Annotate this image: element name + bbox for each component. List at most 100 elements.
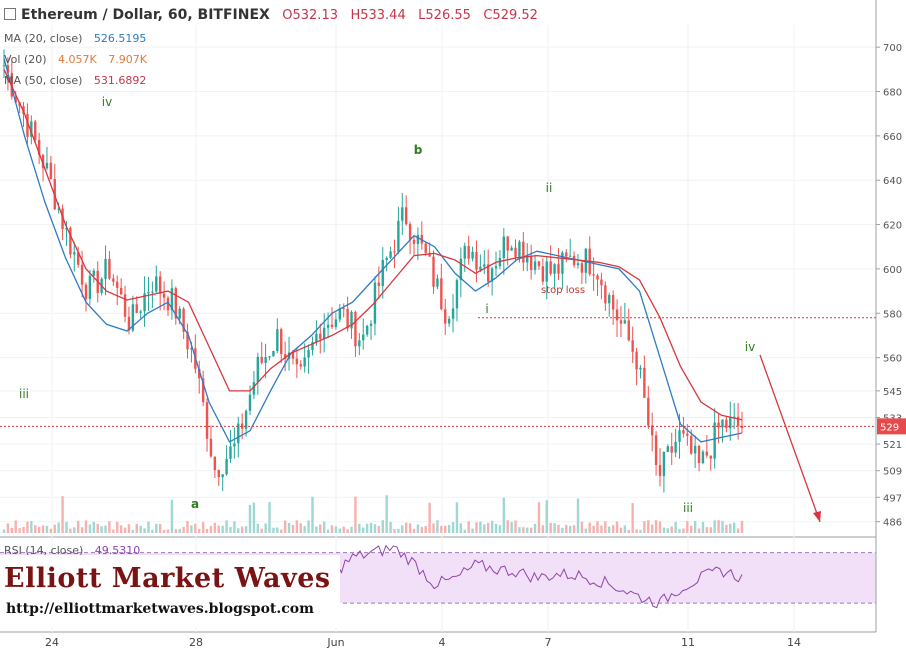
volume-bar — [471, 528, 474, 533]
candle-body — [576, 263, 580, 266]
volume-bar — [10, 527, 14, 533]
volume-bar — [440, 525, 443, 533]
candle-body — [162, 293, 166, 298]
candle-body — [690, 435, 693, 454]
volume-bar — [244, 526, 248, 533]
candle-body — [670, 446, 673, 453]
candle-body — [69, 227, 72, 255]
volume-bar — [565, 524, 568, 533]
candle-body — [143, 293, 146, 312]
candle-body — [666, 446, 670, 452]
candle-body — [108, 258, 111, 279]
candle-body — [264, 357, 267, 363]
candle-body — [248, 394, 252, 411]
volume-bar — [740, 520, 744, 533]
volume-bar — [588, 522, 591, 533]
volume-bar — [73, 527, 76, 533]
volume-bar — [272, 527, 275, 533]
volume-bars — [2, 495, 744, 533]
candle-body — [721, 419, 724, 428]
candle-body — [80, 264, 84, 285]
candle-body — [568, 255, 572, 257]
volume-bar — [576, 498, 580, 533]
volume-bar — [30, 521, 33, 533]
candle-body — [549, 261, 552, 274]
watermark: Elliott Market Waves http://elliottmarke… — [0, 555, 340, 627]
candle-body — [553, 264, 556, 274]
time-tick-label: 11 — [681, 636, 695, 649]
volume-bar — [557, 524, 560, 533]
price-tick-label: 580 — [883, 309, 902, 320]
ma50-value: 531.6892 — [93, 74, 147, 87]
candle-body — [412, 239, 416, 244]
candle-body — [41, 154, 45, 169]
volume-legend[interactable]: Vol (20) 4.057K 7.907K — [4, 53, 147, 66]
volume-bar — [155, 523, 158, 533]
volume-bar — [432, 523, 435, 533]
candle-body — [455, 280, 459, 309]
volume-bar — [96, 523, 99, 533]
candle-body — [354, 311, 357, 347]
volume-bar — [362, 527, 365, 533]
candle-body — [221, 474, 224, 478]
candle-body — [295, 358, 299, 365]
candle-body — [319, 333, 322, 340]
price-tick-label: 640 — [883, 176, 902, 187]
ma20-legend[interactable]: MA (20, close) 526.5195 — [4, 32, 146, 45]
wave-label: iv — [102, 95, 112, 109]
candle-body — [307, 349, 310, 358]
candle-body — [639, 367, 642, 370]
volume-bar — [311, 496, 314, 533]
collapse-icon[interactable] — [4, 8, 16, 20]
candle-body — [444, 309, 447, 324]
volume-bar — [444, 525, 447, 533]
candle-body — [365, 325, 369, 335]
candle-body — [725, 419, 728, 429]
volume-bar — [92, 521, 96, 533]
candle-body — [315, 333, 318, 343]
volume-bar — [533, 523, 537, 533]
candle-body — [604, 285, 607, 304]
volume-bar — [381, 520, 384, 533]
volume-bar — [459, 523, 463, 533]
candle-body — [514, 247, 517, 257]
volume-bar — [627, 529, 630, 533]
volume-bar — [619, 527, 623, 533]
volume-bar — [568, 525, 572, 533]
candle-body — [147, 291, 150, 294]
candle-body — [240, 423, 244, 429]
candle-body — [26, 113, 29, 137]
volume-bar — [709, 527, 712, 533]
candle-body — [447, 318, 451, 324]
volume-bar — [252, 502, 256, 533]
volume-bar — [479, 521, 482, 533]
candle-body — [647, 397, 650, 426]
wave-label: ii — [546, 181, 553, 195]
volume-bar — [268, 502, 271, 533]
time-tick-label: Jun — [326, 636, 344, 649]
ma50-legend[interactable]: MA (50, close) 531.6892 — [4, 74, 146, 87]
volume-bar — [518, 527, 521, 533]
time-tick-label: 24 — [45, 636, 59, 649]
rsi-legend[interactable]: RSI (14, close) 49.5310 — [4, 544, 140, 557]
ma-lines — [3, 58, 743, 443]
candle-body — [127, 316, 131, 331]
volume-bar — [350, 526, 353, 533]
candle-body — [533, 261, 537, 270]
candle-body — [198, 368, 201, 379]
volume-bar — [635, 529, 638, 533]
volume-bar — [229, 526, 232, 533]
volume-bar — [18, 528, 21, 533]
candle-body — [334, 319, 338, 328]
candle-body — [151, 291, 154, 293]
watermark-title: Elliott Market Waves — [4, 563, 331, 594]
volume-bar — [490, 520, 494, 533]
volume-bar — [233, 521, 236, 533]
symbol-title: Ethereum / Dollar, 60, BITFINEX — [21, 7, 270, 23]
low-value: L526.55 — [418, 8, 471, 23]
volume-bar — [475, 522, 478, 533]
candle-body — [61, 208, 64, 230]
volume-bar — [510, 522, 513, 533]
volume-bar — [514, 520, 517, 533]
